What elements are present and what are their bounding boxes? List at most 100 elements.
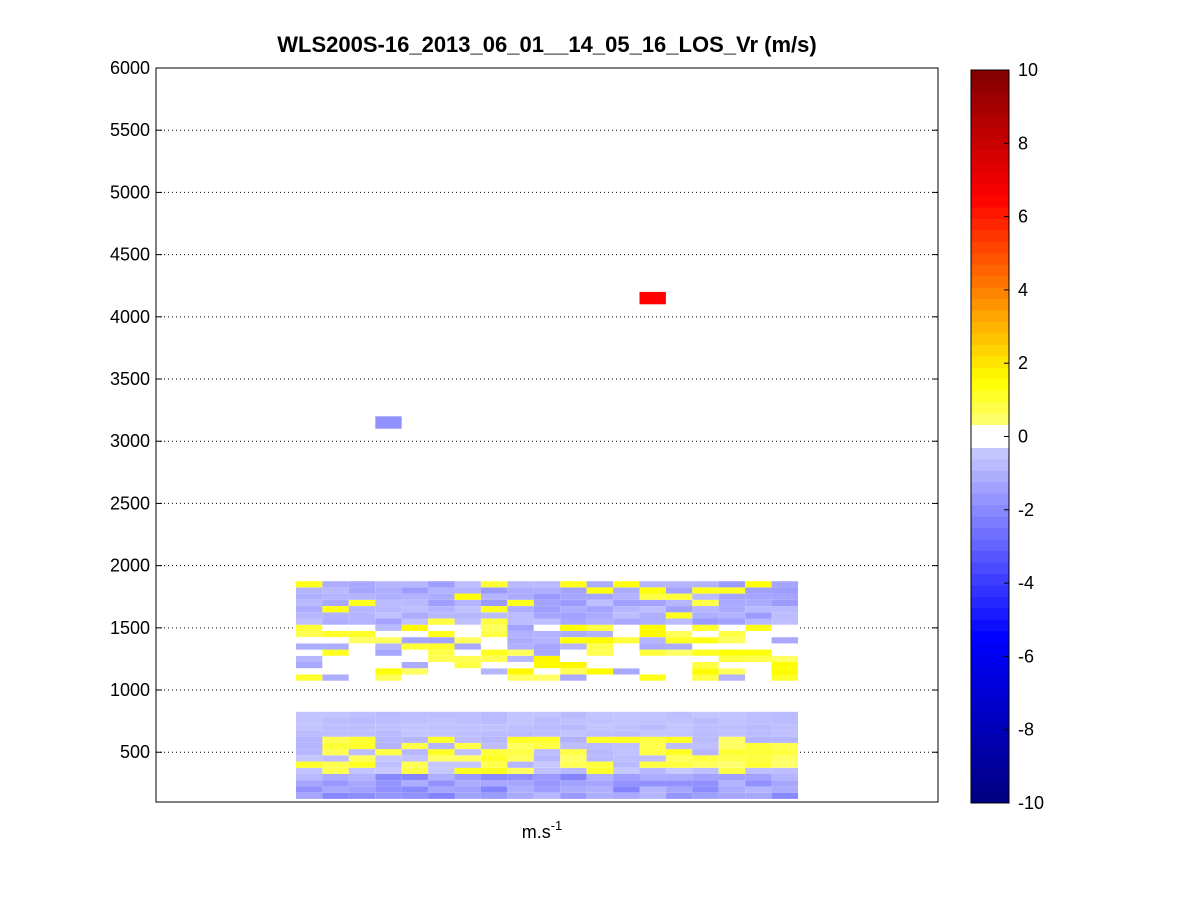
heatmap-cell	[718, 718, 746, 725]
heatmap-cell	[639, 612, 666, 619]
heatmap-cell	[771, 599, 798, 606]
colorbar-segment	[971, 425, 1009, 437]
heatmap-cell	[480, 606, 508, 613]
heatmap-cell	[718, 742, 746, 750]
heatmap-cell	[507, 599, 534, 606]
heatmap-cell	[322, 742, 349, 750]
x-axis-label-base: m.s	[522, 822, 551, 842]
heatmap-cell	[375, 674, 402, 681]
heatmap-cell	[718, 637, 746, 644]
heatmap-cell	[745, 749, 772, 756]
heatmap-cell	[375, 736, 402, 743]
heatmap-cell	[533, 736, 561, 743]
heatmap-cell	[771, 662, 798, 669]
colorbar-segment	[971, 115, 1009, 128]
heatmap-cell	[454, 742, 481, 750]
heatmap-cell	[533, 724, 561, 731]
heatmap-cell	[322, 730, 349, 737]
heatmap-cell	[586, 606, 613, 613]
heatmap-cell	[771, 587, 798, 594]
heatmap-cell	[665, 612, 693, 619]
heatmap-cell	[771, 649, 798, 656]
heatmap-cell	[586, 624, 613, 631]
heatmap-cell	[507, 606, 534, 613]
heatmap-cell	[613, 749, 640, 756]
heatmap-cell	[560, 774, 587, 781]
colorbar-segment	[971, 699, 1009, 712]
heatmap-cell	[613, 624, 640, 631]
heatmap-cell	[533, 624, 561, 631]
colorbar-segment	[971, 402, 1009, 415]
heatmap-cell	[613, 587, 640, 594]
heatmap-cell	[428, 774, 455, 781]
colorbar-segment	[971, 711, 1009, 724]
colorbar: -10 -8 -6 -4 -2 0 2 4 6 8 10	[970, 60, 1044, 813]
heatmap-cell	[480, 674, 508, 681]
heatmap-cell	[586, 711, 613, 718]
colorbar-segment	[971, 150, 1009, 163]
colorbar-segment	[971, 379, 1009, 392]
heatmap-cell	[428, 624, 455, 631]
heatmap-cell	[507, 742, 534, 750]
heatmap-cell	[401, 736, 429, 743]
heatmap-cell	[692, 599, 719, 606]
heatmap-cell	[586, 724, 613, 731]
heatmap-cell	[454, 655, 481, 662]
y-tick-label: 5500	[110, 120, 150, 140]
heatmap-cell	[428, 593, 455, 600]
heatmap-cell	[665, 780, 693, 787]
heatmap-cell	[428, 792, 455, 799]
heatmap-cell	[586, 630, 613, 638]
heatmap-cell	[480, 593, 508, 600]
heatmap-cell	[586, 774, 613, 781]
heatmap-cell	[296, 730, 323, 737]
heatmap-cell	[692, 767, 719, 774]
heatmap-cell	[428, 730, 455, 737]
heatmap-cell	[692, 718, 719, 725]
heatmap-cell	[745, 593, 772, 600]
colorbar-segment	[971, 757, 1009, 770]
heatmap-cell	[533, 718, 561, 725]
heatmap-cell	[480, 624, 508, 631]
heatmap-cell	[401, 774, 429, 781]
heatmap-cell	[771, 674, 798, 681]
heatmap-cell	[639, 718, 666, 725]
heatmap-cell	[586, 618, 613, 625]
heatmap-cell	[401, 655, 429, 662]
y-tick-label: 2500	[110, 493, 150, 513]
colorbar-segment	[971, 780, 1009, 793]
colorbar-segment	[971, 551, 1009, 563]
heatmap-cell	[348, 587, 376, 594]
heatmap-cell	[322, 774, 349, 781]
heatmap-cell	[480, 755, 508, 762]
heatmap-cell	[745, 643, 772, 650]
heatmap-cell	[428, 711, 455, 718]
colorbar-segment	[971, 562, 1009, 575]
heatmap-cell	[771, 643, 798, 650]
heatmap-cell	[480, 786, 508, 793]
heatmap-cell	[401, 780, 429, 787]
heatmap-cell	[639, 662, 666, 669]
heatmap-cell	[586, 767, 613, 774]
heatmap-cell	[560, 606, 587, 613]
heatmap-cell	[401, 612, 429, 619]
heatmap-cell	[348, 786, 376, 793]
heatmap-cell	[745, 599, 772, 606]
heatmap-cell	[665, 643, 693, 650]
heatmap-cell	[322, 606, 349, 613]
heatmap-cell	[771, 612, 798, 619]
heatmap-cell	[718, 668, 746, 675]
heatmap-cell	[401, 606, 429, 613]
heatmap-cell	[428, 643, 455, 650]
heatmap-cell	[692, 649, 719, 656]
heatmap-cell	[428, 655, 455, 662]
heatmap-cell	[322, 668, 349, 675]
heatmap-cell	[745, 767, 772, 774]
heatmap-cell	[718, 624, 746, 631]
heatmap-cell	[586, 786, 613, 793]
heatmap-cell	[375, 749, 402, 756]
heatmap-cell	[507, 612, 534, 619]
heatmap-cell	[533, 581, 561, 588]
heatmap-cell	[296, 612, 323, 619]
heatmap-cell	[480, 749, 508, 756]
